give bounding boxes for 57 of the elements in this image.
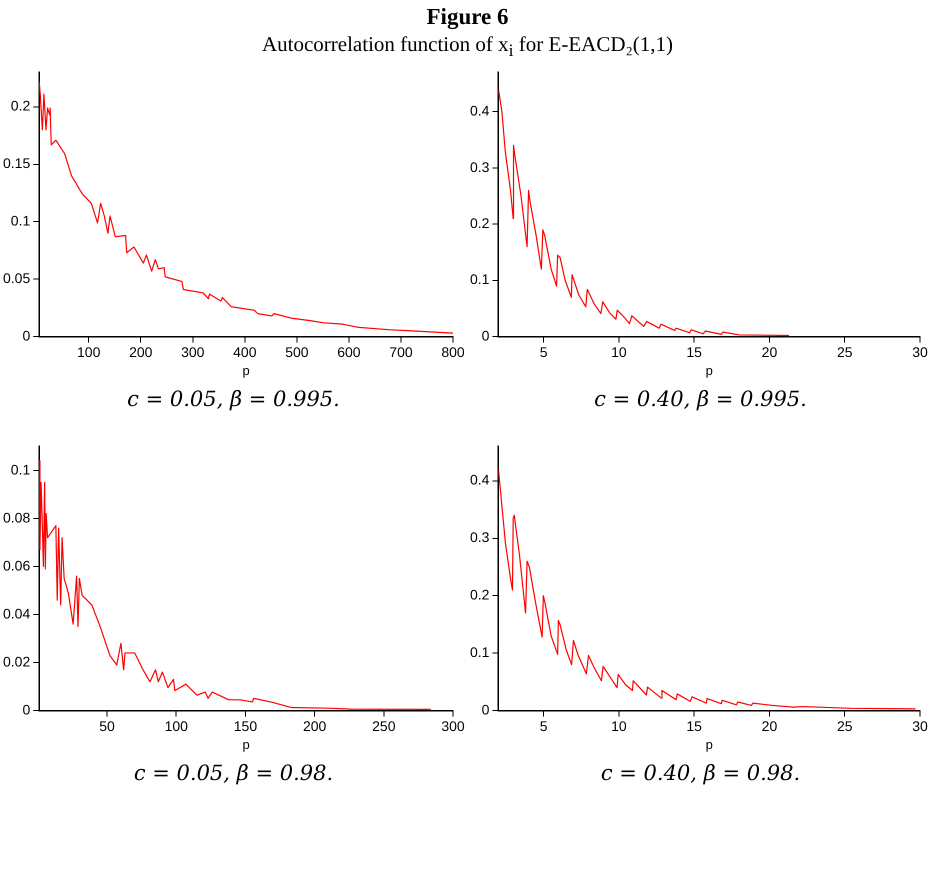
x-axis-title: p [706, 736, 713, 752]
x-tick-label: 10 [611, 718, 627, 734]
y-tick-label: 0.04 [3, 606, 30, 622]
x-tick-label: 300 [181, 344, 205, 360]
chart-title: Figure 6 [426, 3, 510, 30]
x-tick-label: 30 [912, 344, 928, 360]
y-tick-label: 0.1 [470, 271, 490, 288]
y-tick-label: 0.4 [470, 472, 490, 488]
y-tick-label: 0.05 [3, 270, 30, 286]
y-tick-label: 0 [482, 702, 490, 718]
y-tick-label: 0.1 [10, 212, 30, 229]
text: c = 0.05, β = 0.995. [126, 386, 341, 414]
x-tick-label: 50 [99, 718, 116, 734]
chart-subtitle: Autocorrelation function of x$_{i}$ for E-EACD₂(1,1) [260, 32, 674, 62]
x-axis-title: p [706, 362, 713, 378]
y-tick-label: 0.15 [3, 155, 30, 172]
y-tick-label: 0.08 [3, 510, 30, 526]
x-tick-label: 5 [540, 344, 548, 360]
x-tick-label: 600 [337, 344, 361, 360]
y-tick-label: 0 [22, 328, 30, 344]
x-tick-label: 300 [441, 718, 465, 734]
y-tick-label: 0.1 [10, 461, 30, 478]
x-axis-title: p [242, 362, 250, 378]
x-tick-label: 25 [836, 344, 853, 360]
y-tick-label: 0.06 [3, 558, 30, 574]
x-tick-label: 20 [762, 718, 778, 734]
x-tick-label: 100 [77, 344, 101, 360]
x-tick-label: 15 [686, 344, 702, 360]
x-tick-label: 250 [372, 718, 396, 734]
x-tick-label: 400 [233, 344, 257, 360]
text: c = 0.40, β = 0.98. [600, 760, 802, 788]
y-tick-label: 0 [22, 702, 30, 718]
x-tick-label: 10 [611, 344, 627, 360]
text: c = 0.05, β = 0.98. [132, 760, 334, 788]
y-tick-label: 0.4 [470, 102, 490, 119]
text: c = 0.40, β = 0.995. [593, 386, 808, 414]
y-tick-label: 0.2 [470, 215, 490, 232]
y-tick-label: 0.3 [470, 529, 490, 546]
y-tick-label: 0.2 [10, 98, 30, 114]
x-tick-label: 25 [836, 718, 853, 734]
x-tick-label: 20 [762, 344, 778, 360]
x-tick-label: 5 [540, 718, 548, 734]
x-axis-title: p [242, 736, 250, 752]
x-tick-label: 700 [389, 344, 413, 360]
x-tick-label: 15 [686, 718, 702, 734]
x-tick-label: 800 [441, 344, 465, 360]
x-tick-label: 500 [285, 344, 309, 360]
y-tick-label: 0.02 [3, 654, 30, 670]
y-tick-label: 0.1 [470, 644, 490, 660]
y-tick-label: 0.3 [470, 159, 490, 176]
x-tick-label: 100 [164, 718, 188, 734]
x-tick-label: 200 [129, 344, 153, 360]
y-tick-label: 0.2 [470, 586, 490, 603]
x-tick-label: 200 [302, 718, 327, 734]
x-tick-label: 30 [912, 718, 928, 734]
x-tick-label: 150 [234, 718, 258, 734]
y-tick-label: 0 [482, 328, 490, 344]
